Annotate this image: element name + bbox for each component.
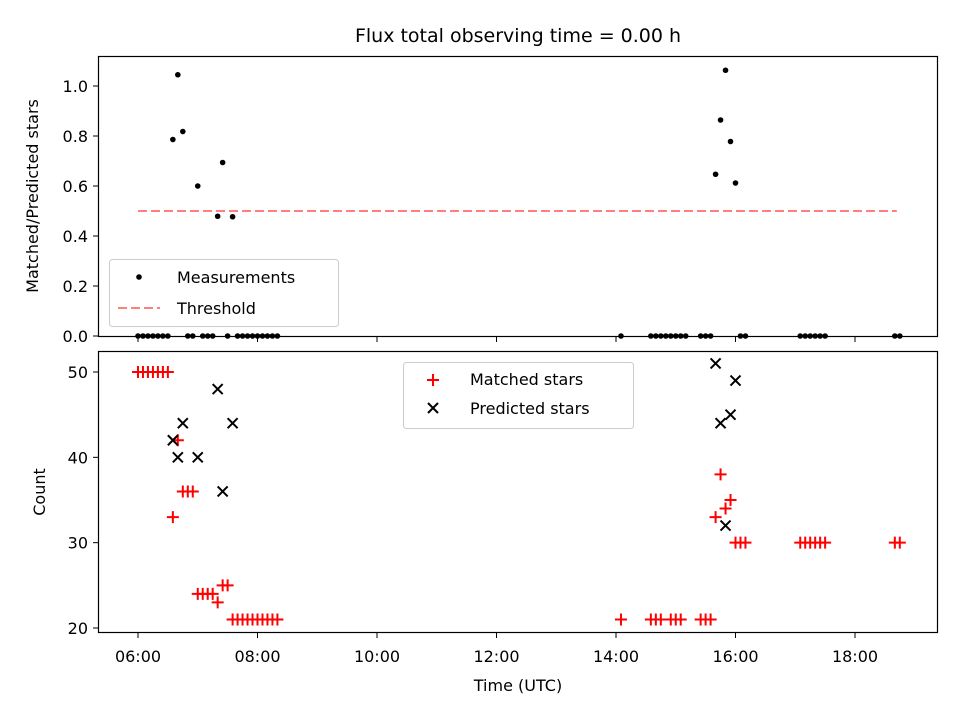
- measurement-point: [712, 171, 719, 178]
- threshold-legend-label: Threshold: [176, 299, 256, 318]
- measurement-point: [194, 183, 201, 189]
- measurement-point: [722, 67, 729, 74]
- x-tick-label: 16:00: [712, 647, 758, 666]
- predicted-star-point: [729, 374, 742, 387]
- top-y-tick-label: 1.0: [63, 77, 88, 96]
- matched-star-point: [709, 511, 722, 524]
- measurement-point: [180, 128, 186, 135]
- matched-star-point: [724, 494, 737, 506]
- bottom-y-tick-label: 20: [68, 619, 88, 638]
- predicted-star-point: [719, 519, 732, 532]
- matched-star-point: [614, 613, 627, 626]
- top-y-tick-label: 0.4: [63, 227, 88, 246]
- measurement-point: [214, 213, 221, 220]
- matched-stars-legend-label: Matched stars: [470, 370, 583, 389]
- matched-star-point: [674, 613, 687, 626]
- x-axis-label: Time (UTC): [473, 676, 562, 695]
- matched-star-point: [819, 536, 832, 549]
- matched-star-point: [166, 511, 179, 524]
- predicted-star-point: [216, 485, 229, 498]
- measurement-point: [175, 71, 181, 78]
- bottom-y-tick-label: 50: [68, 363, 88, 382]
- matched-star-point: [704, 613, 717, 626]
- bottom-axes-frame: [97, 350, 939, 634]
- top-y-tick-label: 0.8: [63, 127, 88, 146]
- predicted-star-point: [211, 383, 224, 395]
- matched-star-point: [739, 536, 752, 549]
- top-x-ticks: [137, 336, 856, 342]
- top-axes-frame: [97, 55, 939, 338]
- bottom-plot-area: [132, 357, 906, 626]
- x-tick-label: 06:00: [115, 647, 161, 666]
- predicted-star-point: [724, 408, 737, 421]
- bottom-legend: Matched stars Predicted stars: [403, 362, 634, 429]
- top-y-tick-label: 0.2: [63, 277, 88, 296]
- matched-star-point: [719, 502, 732, 515]
- top-plot-area: [135, 67, 903, 339]
- top-y-axis-label: Matched/Predicted stars: [23, 99, 42, 293]
- x-tick-label: 12:00: [473, 647, 519, 666]
- matched-star-point: [893, 536, 906, 549]
- matched-star-point: [211, 596, 224, 609]
- matched-star-point: [271, 613, 284, 626]
- top-legend-box: [109, 259, 339, 327]
- bottom-y-tick-label: 30: [68, 534, 88, 553]
- matched-stars-legend-marker: [427, 374, 439, 386]
- predicted-stars-legend-label: Predicted stars: [470, 399, 590, 418]
- matched-star-point: [221, 579, 234, 592]
- predicted-star-point: [167, 434, 179, 446]
- predicted-star-point: [226, 417, 239, 429]
- measurement-point: [229, 213, 236, 220]
- predicted-star-point: [709, 357, 722, 370]
- predicted-star-point: [172, 451, 184, 464]
- predicted-star-point: [714, 417, 727, 429]
- top-legend: Measurements Threshold: [109, 259, 339, 327]
- bottom-panel: 20 30 40 50 06:00 08:00 10:00 12:00 14:00 16:00 1…: [30, 350, 939, 695]
- top-panel: 0.0 0.2 0.4 0.6 0.8 1.0 Matched/Predicted sta…: [23, 55, 939, 346]
- measurement-point: [170, 136, 176, 143]
- x-tick-label: 14:00: [593, 647, 639, 666]
- measurements-legend-label: Measurements: [177, 268, 295, 287]
- measurement-point: [727, 138, 734, 145]
- bottom-legend-box: [403, 362, 634, 429]
- x-tick-label: 08:00: [234, 647, 280, 666]
- chart-title: Flux total observing time = 0.00 h: [355, 25, 681, 47]
- bottom-y-axis-label: Count: [30, 468, 49, 516]
- matched-star-point: [206, 587, 219, 600]
- top-y-tick-label: 0.6: [63, 177, 88, 196]
- top-y-ticks: 0.0 0.2 0.4 0.6 0.8 1.0: [63, 77, 99, 346]
- measurements-legend-marker: [136, 274, 142, 280]
- matched-star-point: [714, 468, 727, 481]
- top-y-tick-label: 0.0: [63, 327, 88, 346]
- x-tick-label: 10:00: [354, 647, 400, 666]
- x-tick-label: 18:00: [832, 647, 878, 666]
- bottom-y-ticks: 20 30 40 50: [68, 363, 99, 638]
- matched-star-point: [186, 485, 199, 498]
- matched-star-point: [161, 366, 174, 378]
- predicted-star-point: [192, 451, 204, 464]
- predicted-stars-legend-marker: [427, 402, 439, 414]
- measurement-point: [732, 180, 739, 186]
- measurement-point: [219, 159, 226, 166]
- measurement-point: [717, 117, 724, 123]
- predicted-star-point: [177, 417, 189, 429]
- bottom-y-tick-label: 40: [68, 448, 88, 467]
- bottom-x-ticks: 06:00 08:00 10:00 12:00 14:00 16:00 18:00: [115, 632, 878, 666]
